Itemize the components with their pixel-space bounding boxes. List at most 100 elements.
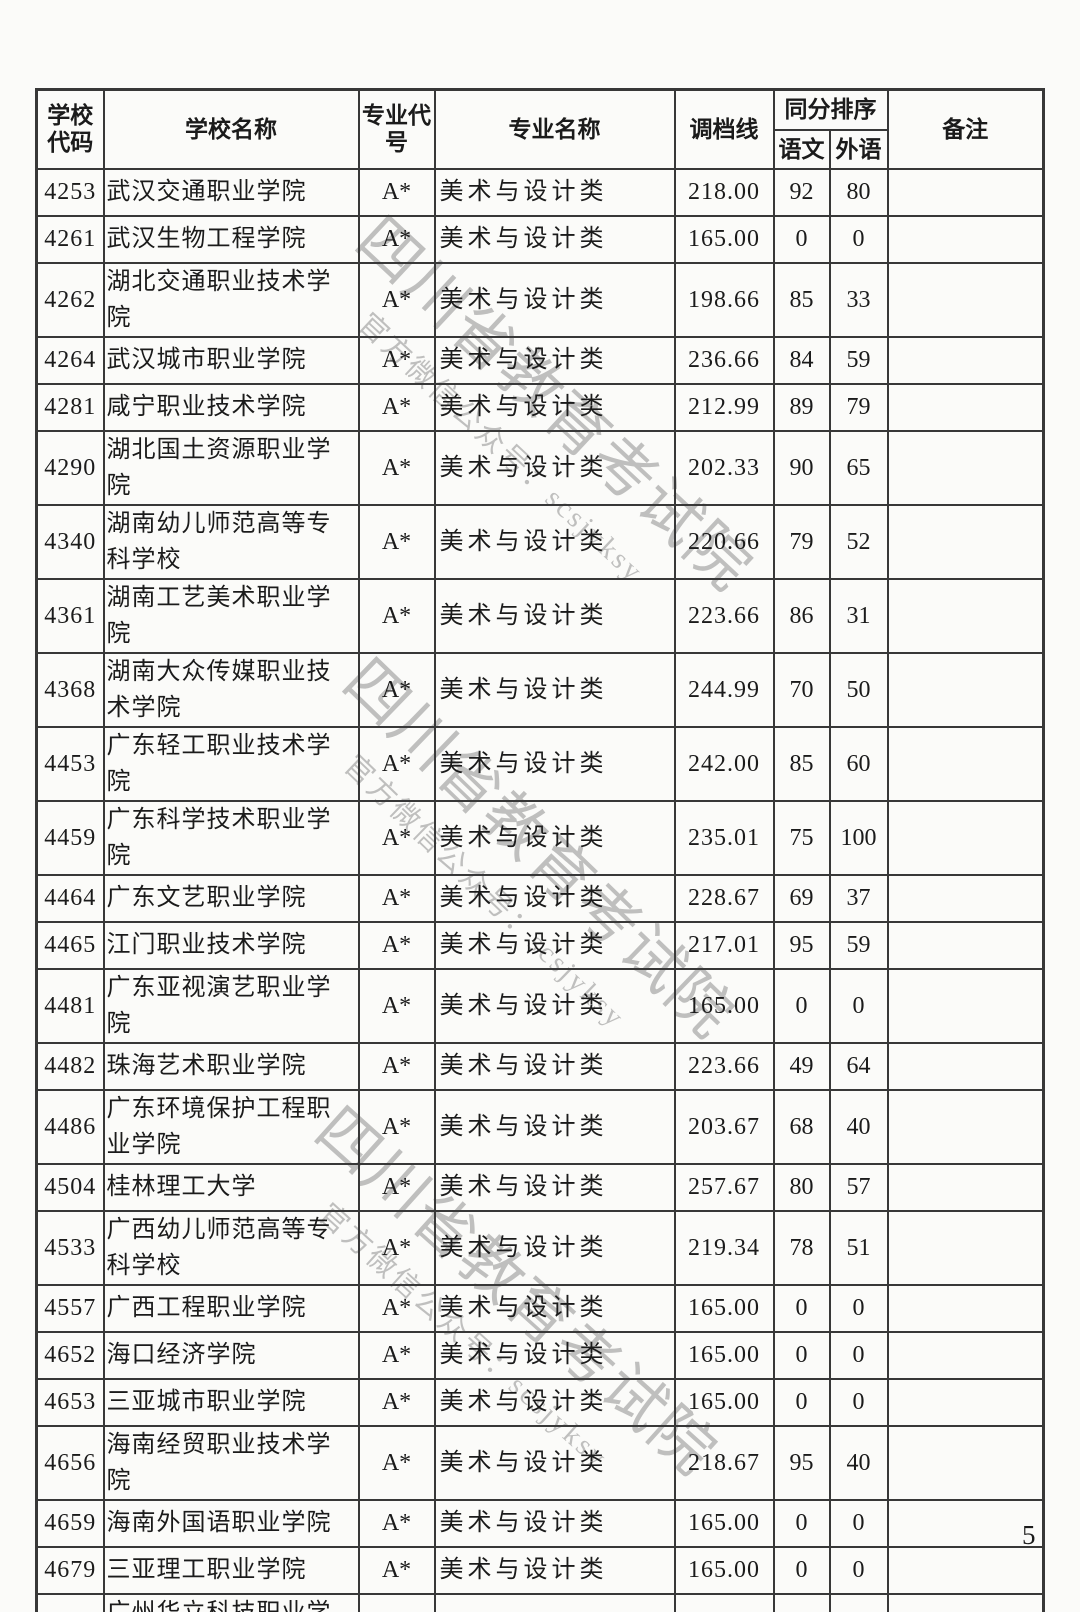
school-name-cell: 广东轻工职业技术学院 [102,725,360,802]
chinese-rank-cell: 49 [772,1041,831,1091]
chinese-rank-cell: 68 [772,1088,831,1165]
header-major-code: 专业代号 [357,88,436,170]
school-name-cell: 江门职业技术学院 [102,920,360,970]
major-name-cell: 美术与设计类 [433,1377,676,1427]
school-code-cell: 4656 [35,1424,105,1501]
score-line-cell: 257.67 [673,1162,775,1212]
remark-cell [886,1088,1045,1165]
table-row: 4679 三亚理工职业学院 A* 美术与设计类 165.00 0 0 [35,1545,1045,1595]
foreign-rank-cell: 40 [828,1424,889,1501]
table-row: 4486 广东环境保护工程职业学院 A* 美术与设计类 203.67 68 40 [35,1088,1045,1165]
remark-cell [886,1498,1045,1548]
score-line-cell: 165.00 [673,1330,775,1380]
school-code-cell: 4783 [35,1592,105,1612]
remark-cell [886,725,1045,802]
major-name-cell: 美术与设计类 [433,920,676,970]
foreign-rank-cell: 33 [828,261,889,338]
foreign-rank-cell: 64 [828,1041,889,1091]
chinese-rank-cell: 80 [772,1162,831,1212]
school-code-cell: 4368 [35,651,105,728]
school-code-cell: 4453 [35,725,105,802]
school-name-cell: 广东科学技术职业学院 [102,799,360,876]
school-code-cell: 4340 [35,503,105,580]
remark-cell [886,1377,1045,1427]
table-row: 4253 武汉交通职业学院 A* 美术与设计类 218.00 92 80 [35,167,1045,217]
major-name-cell: 美术与设计类 [433,1162,676,1212]
chinese-rank-cell: 0 [772,214,831,264]
table-row: 4653 三亚城市职业学院 A* 美术与设计类 165.00 0 0 [35,1377,1045,1427]
remark-cell [886,1041,1045,1091]
major-name-cell: 美术与设计类 [433,967,676,1044]
foreign-rank-cell: 31 [828,577,889,654]
score-line-cell: 212.99 [673,382,775,432]
school-name-cell: 广东文艺职业学院 [102,873,360,923]
major-name-cell: 美术与设计类 [433,503,676,580]
school-name-cell: 海南经贸职业技术学院 [102,1424,360,1501]
table-row: 4261 武汉生物工程学院 A* 美术与设计类 165.00 0 0 [35,214,1045,264]
school-code-cell: 4459 [35,799,105,876]
school-code-cell: 4659 [35,1498,105,1548]
major-code-cell: A* [357,503,436,580]
chinese-rank-cell: 75 [772,799,831,876]
chinese-rank-cell: 90 [772,429,831,506]
score-line-cell: 236.66 [673,335,775,385]
header-school-code: 学校代码 [35,88,105,170]
table-row: 4659 海南外国语职业学院 A* 美术与设计类 165.00 0 0 [35,1498,1045,1548]
major-name-cell: 美术与设计类 [433,1209,676,1286]
major-name-cell: 美术与设计类 [433,1283,676,1333]
remark-cell [886,799,1045,876]
major-name-cell: 美术与设计类 [433,1330,676,1380]
major-code-cell: A* [357,1592,436,1612]
remark-cell [886,1545,1045,1595]
school-code-cell: 4679 [35,1545,105,1595]
major-code-cell: A* [357,1041,436,1091]
school-code-cell: 4261 [35,214,105,264]
school-name-cell: 湖北交通职业技术学院 [102,261,360,338]
table-row: 4368 湖南大众传媒职业技术学院 A* 美术与设计类 244.99 70 50 [35,651,1045,728]
foreign-rank-cell: 50 [828,651,889,728]
score-line-cell: 165.00 [673,1545,775,1595]
foreign-rank-cell: 0 [828,1592,889,1612]
major-code-cell: A* [357,1209,436,1286]
major-code-cell: A* [357,1424,436,1501]
chinese-rank-cell: 0 [772,1330,831,1380]
school-code-cell: 4253 [35,167,105,217]
table-row: 4281 咸宁职业技术学院 A* 美术与设计类 212.99 89 79 [35,382,1045,432]
table-row: 4453 广东轻工职业技术学院 A* 美术与设计类 242.00 85 60 [35,725,1045,802]
remark-cell [886,920,1045,970]
foreign-rank-cell: 0 [828,1545,889,1595]
table-row: 4533 广西幼儿师范高等专科学校 A* 美术与设计类 219.34 78 51 [35,1209,1045,1286]
remark-cell [886,651,1045,728]
score-line-cell: 235.01 [673,799,775,876]
school-code-cell: 4481 [35,967,105,1044]
major-code-cell: A* [357,261,436,338]
chinese-rank-cell: 86 [772,577,831,654]
remark-cell [886,429,1045,506]
remark-cell [886,335,1045,385]
chinese-rank-cell: 0 [772,1498,831,1548]
header-score-line: 调档线 [673,88,775,170]
major-name-cell: 美术与设计类 [433,429,676,506]
school-name-cell: 武汉交通职业学院 [102,167,360,217]
major-code-cell: A* [357,214,436,264]
major-name-cell: 美术与设计类 [433,1088,676,1165]
score-line-cell: 223.66 [673,577,775,654]
chinese-rank-cell: 0 [772,1592,831,1612]
header-foreign: 外语 [828,128,889,170]
school-name-cell: 武汉城市职业学院 [102,335,360,385]
major-code-cell: A* [357,1330,436,1380]
remark-cell [886,967,1045,1044]
major-name-cell: 美术与设计类 [433,577,676,654]
major-name-cell: 美术与设计类 [433,214,676,264]
foreign-rank-cell: 40 [828,1088,889,1165]
score-line-cell: 218.67 [673,1424,775,1501]
school-code-cell: 4486 [35,1088,105,1165]
table-row: 4264 武汉城市职业学院 A* 美术与设计类 236.66 84 59 [35,335,1045,385]
remark-cell [886,1209,1045,1286]
major-name-cell: 美术与设计类 [433,382,676,432]
chinese-rank-cell: 0 [772,1545,831,1595]
remark-cell [886,1283,1045,1333]
school-name-cell: 湖南幼儿师范高等专科学校 [102,503,360,580]
header-school-name: 学校名称 [102,88,360,170]
